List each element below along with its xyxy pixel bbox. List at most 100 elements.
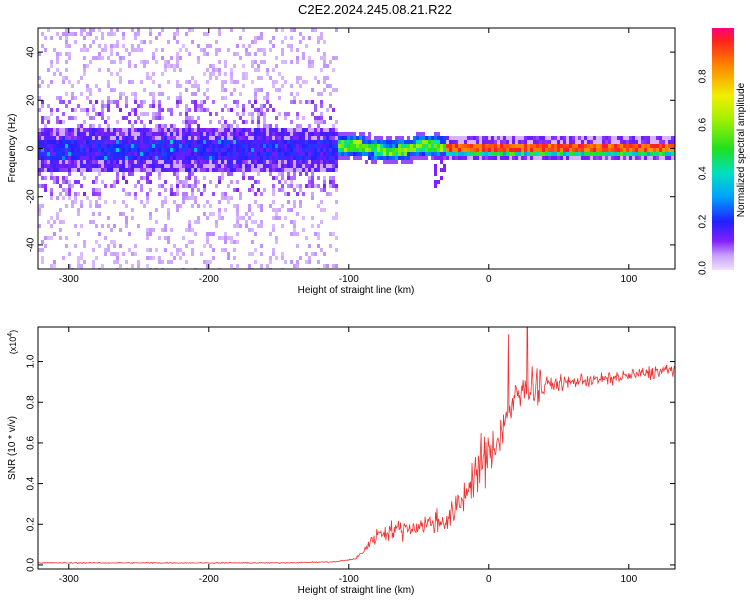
heatmap-cell xyxy=(413,156,416,160)
heatmap-cell xyxy=(119,136,122,140)
heatmap-cell xyxy=(272,192,275,196)
heatmap-cell xyxy=(662,136,665,140)
heatmap-cell xyxy=(143,64,146,68)
heatmap-cell xyxy=(113,180,116,184)
heatmap-cell xyxy=(155,164,158,168)
heatmap-cell xyxy=(575,148,578,152)
heatmap-cell xyxy=(416,132,419,136)
heatmap-cell xyxy=(107,32,110,36)
heatmap-cell xyxy=(188,144,191,148)
heatmap-cell xyxy=(500,152,503,156)
heatmap-cell xyxy=(533,136,536,140)
heatmap-cell xyxy=(209,144,212,148)
heatmap-cell xyxy=(248,208,251,212)
heatmap-cell xyxy=(164,64,167,68)
heatmap-cell xyxy=(227,140,230,144)
heatmap-cell xyxy=(167,64,170,68)
heatmap-cell xyxy=(641,140,644,144)
heatmap-cell xyxy=(188,116,191,120)
heatmap-cell xyxy=(71,152,74,156)
heatmap-cell xyxy=(221,236,224,240)
heatmap-cell xyxy=(176,160,179,164)
heatmap-cell xyxy=(215,48,218,52)
heatmap-cell xyxy=(611,156,614,160)
heatmap-cell xyxy=(230,152,233,156)
heatmap-cell xyxy=(191,92,194,96)
heatmap-cell xyxy=(272,156,275,160)
heatmap-cell xyxy=(266,140,269,144)
heatmap-cell xyxy=(212,212,215,216)
heatmap-cell xyxy=(167,240,170,244)
heatmap-cell xyxy=(74,108,77,112)
heatmap-cell xyxy=(155,116,158,120)
heatmap-cell xyxy=(578,148,581,152)
heatmap-cell xyxy=(161,136,164,140)
heatmap-cell xyxy=(275,116,278,120)
heatmap-cell xyxy=(392,144,395,148)
heatmap-cell xyxy=(299,172,302,176)
heatmap-cell xyxy=(254,92,257,96)
heatmap-cell xyxy=(209,152,212,156)
heatmap-cell xyxy=(239,164,242,168)
heatmap-cell xyxy=(152,92,155,96)
heatmap-cell xyxy=(176,252,179,256)
heatmap-cell xyxy=(317,48,320,52)
heatmap-cell xyxy=(38,208,41,212)
heatmap-cell xyxy=(347,132,350,136)
heatmap-cell xyxy=(290,208,293,212)
heatmap-cell xyxy=(470,140,473,144)
heatmap-cell xyxy=(62,164,65,168)
heatmap-cell xyxy=(287,152,290,156)
heatmap-cell xyxy=(218,120,221,124)
heatmap-cell xyxy=(566,148,569,152)
heatmap-cell xyxy=(329,132,332,136)
heatmap-cell xyxy=(86,160,89,164)
heatmap-cell xyxy=(131,28,134,32)
heatmap-cell xyxy=(206,52,209,56)
heatmap-cell xyxy=(275,160,278,164)
heatmap-cell xyxy=(608,156,611,160)
heatmap-cell xyxy=(503,136,506,140)
heatmap-cell xyxy=(596,136,599,140)
heatmap-cell xyxy=(113,240,116,244)
heatmap-cell xyxy=(431,136,434,140)
heatmap-cell xyxy=(134,64,137,68)
heatmap-cell xyxy=(143,128,146,132)
heatmap-cell xyxy=(452,144,455,148)
heatmap-cell xyxy=(152,112,155,116)
heatmap-cell xyxy=(251,112,254,116)
heatmap-cell xyxy=(242,172,245,176)
heatmap-cell xyxy=(377,140,380,144)
heatmap-cell xyxy=(248,152,251,156)
heatmap-cell xyxy=(98,152,101,156)
heatmap-cell xyxy=(65,152,68,156)
heatmap-cell xyxy=(269,164,272,168)
heatmap-cell xyxy=(263,144,266,148)
heatmap-cell xyxy=(620,152,623,156)
heatmap-cell xyxy=(296,124,299,128)
heatmap-cell xyxy=(146,200,149,204)
heatmap-cell xyxy=(113,100,116,104)
heatmap-cell xyxy=(221,124,224,128)
heatmap-cell xyxy=(176,168,179,172)
heatmap-cell xyxy=(227,196,230,200)
heatmap-cell xyxy=(257,160,260,164)
heatmap-cell xyxy=(101,108,104,112)
heatmap-cell xyxy=(101,36,104,40)
heatmap-cell xyxy=(95,36,98,40)
heatmap-cell xyxy=(155,220,158,224)
heatmap-cell xyxy=(413,148,416,152)
heatmap-cell xyxy=(44,236,47,240)
heatmap-cell xyxy=(410,152,413,156)
heatmap-cell xyxy=(254,168,257,172)
heatmap-cell xyxy=(173,144,176,148)
heatmap-cell xyxy=(74,224,77,228)
heatmap-cell xyxy=(176,80,179,84)
heatmap-cell xyxy=(191,252,194,256)
heatmap-cell xyxy=(161,56,164,60)
heatmap-cell xyxy=(146,228,149,232)
heatmap-cell xyxy=(236,128,239,132)
heatmap-cell xyxy=(332,56,335,60)
heatmap-cell xyxy=(59,140,62,144)
heatmap-cell xyxy=(653,136,656,140)
